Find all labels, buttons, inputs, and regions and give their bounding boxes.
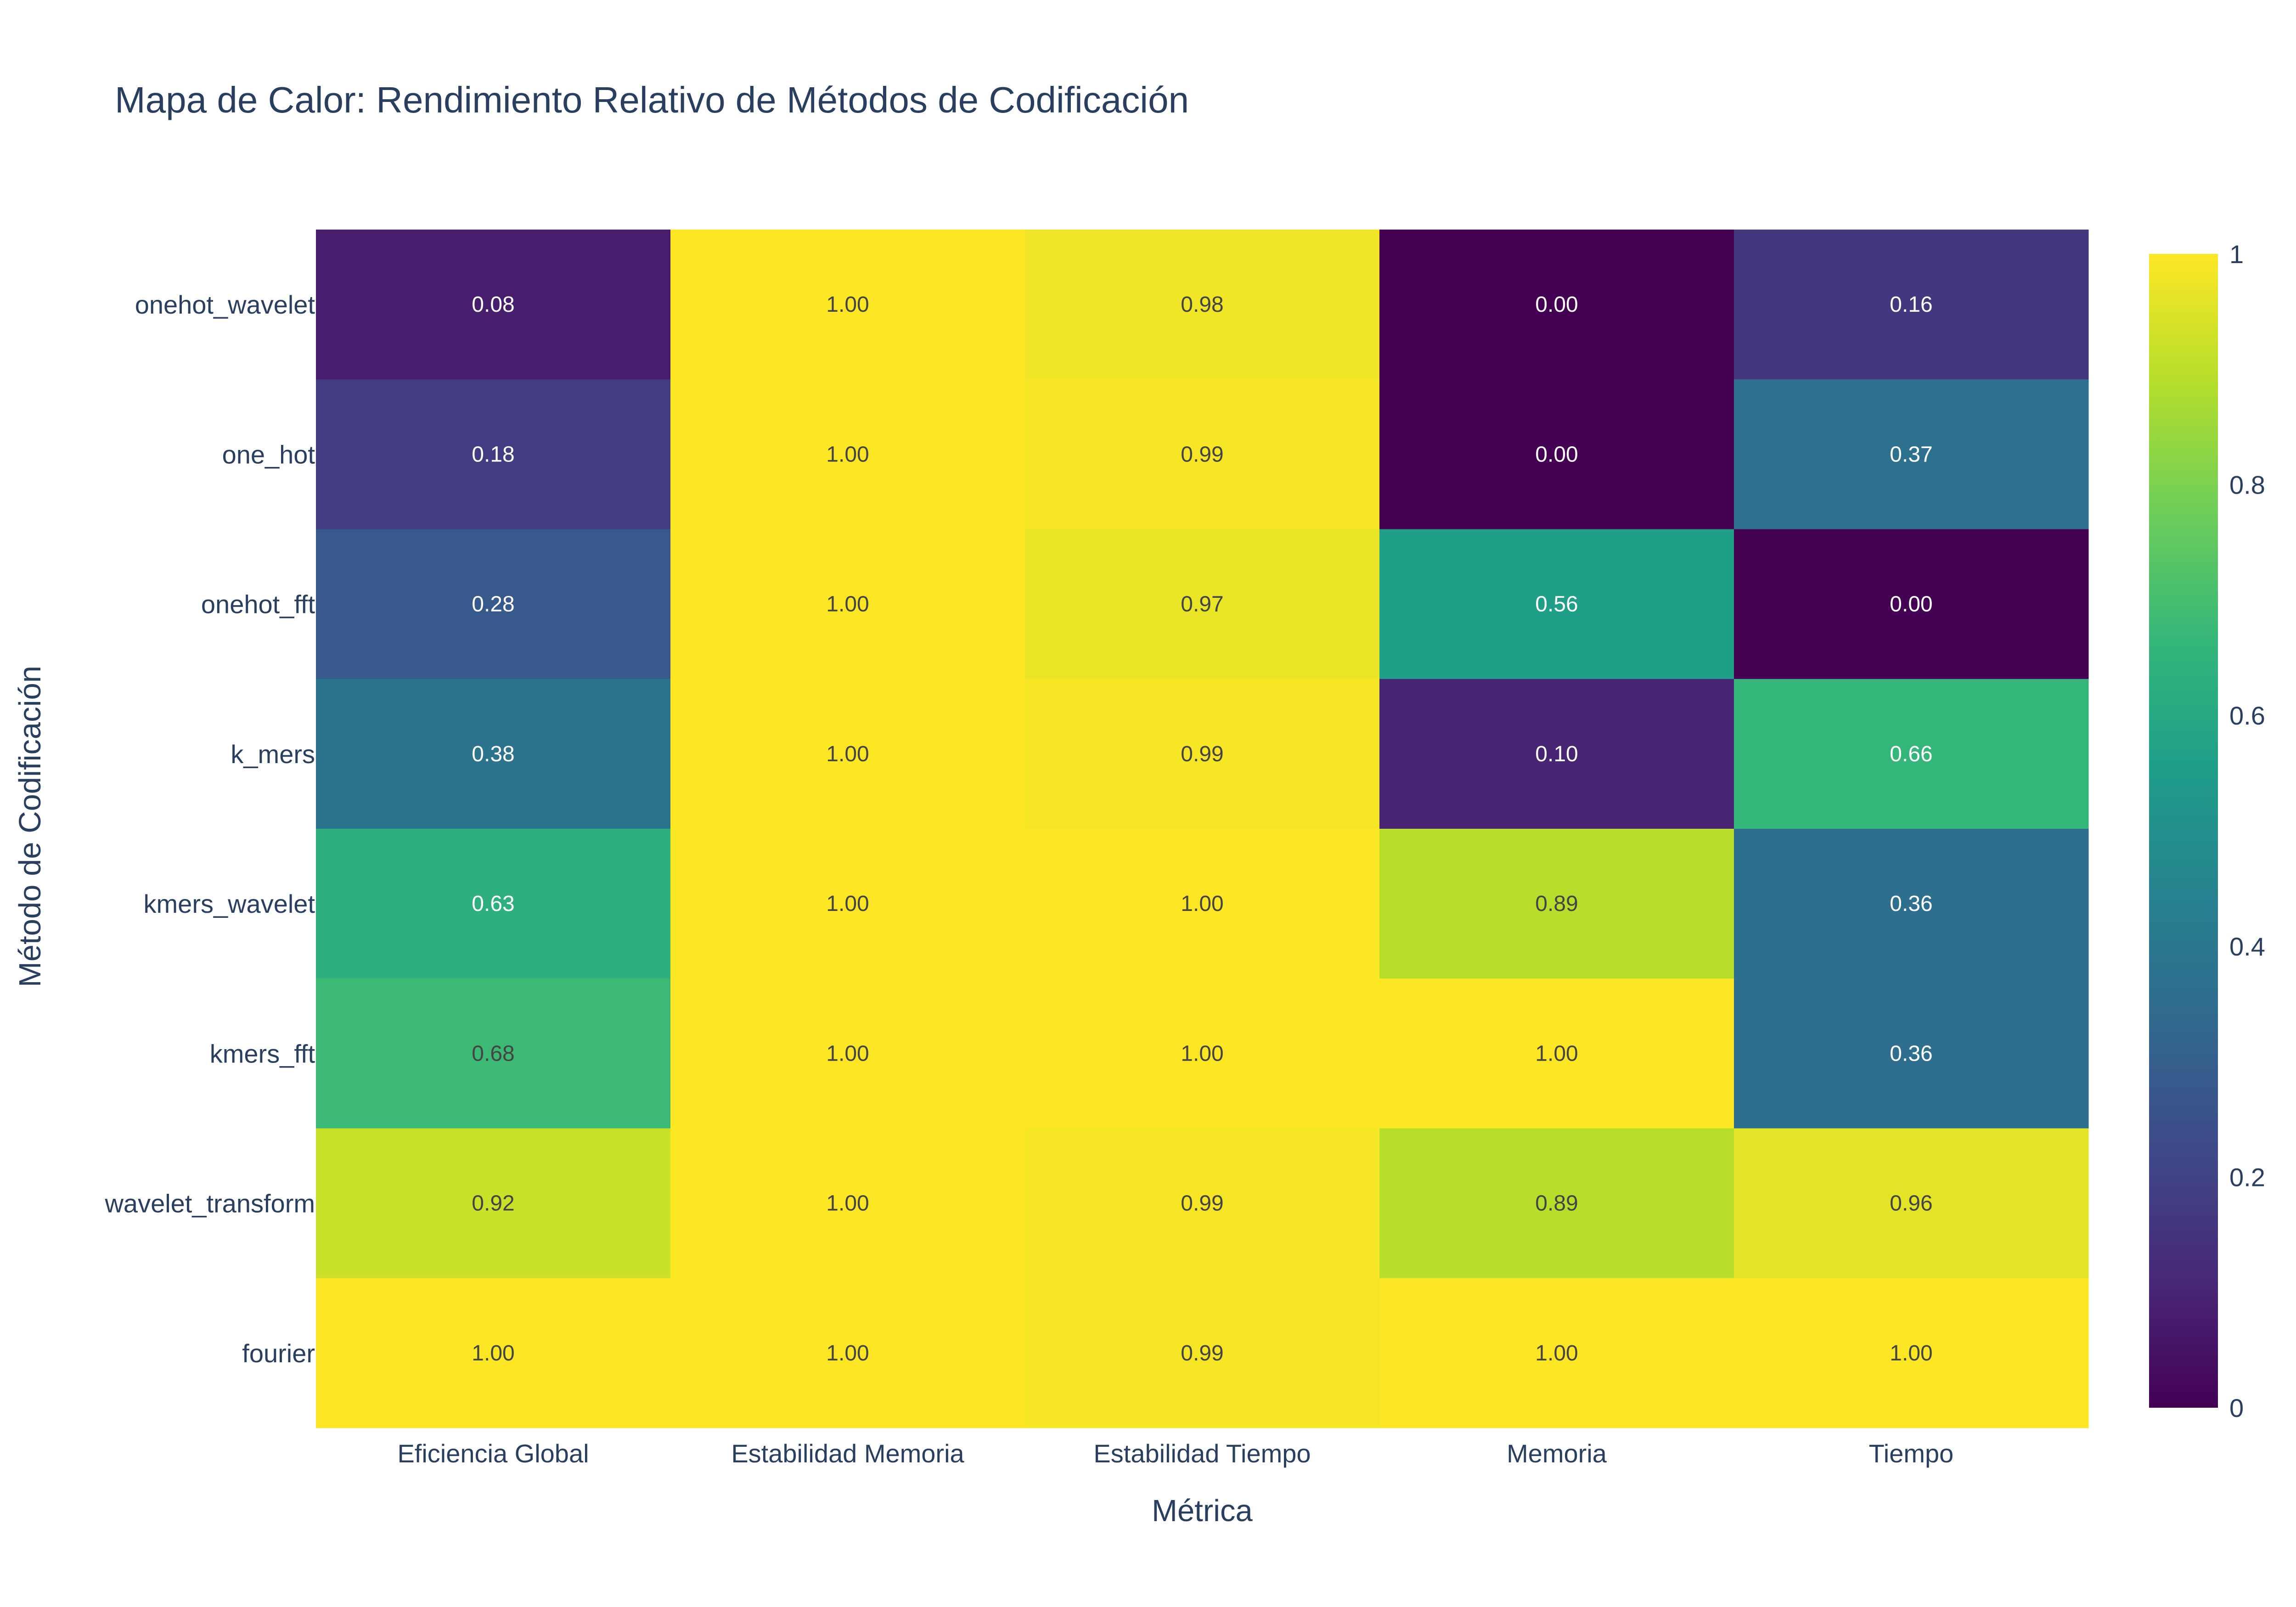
cell-value-label: 0.16: [1890, 292, 1932, 317]
heatmap-cells: [316, 230, 2089, 1428]
cell-value-label: 0.36: [1890, 892, 1932, 916]
y-tick-label: onehot_fft: [201, 590, 315, 619]
cell-value-label: 0.99: [1181, 1341, 1223, 1365]
cell-value-label: 0.36: [1890, 1041, 1932, 1066]
cell-value-label: 0.99: [1181, 742, 1223, 766]
cell-value-label: 1.00: [826, 442, 869, 466]
cell-value-label: 0.18: [472, 442, 514, 466]
cell-value-label: 0.89: [1535, 1191, 1578, 1216]
cell-value-label: 1.00: [826, 892, 869, 916]
x-tick-label: Memoria: [1507, 1439, 1607, 1468]
x-tick-label: Estabilidad Tiempo: [1093, 1439, 1311, 1468]
y-tick-label: kmers_wavelet: [144, 889, 315, 918]
cell-value-label: 1.00: [826, 292, 869, 317]
cell-value-label: 0.00: [1535, 442, 1578, 466]
cell-value-label: 1.00: [1181, 1041, 1223, 1066]
y-tick-label: one_hot: [222, 440, 315, 469]
y-tick-label: wavelet_transform: [104, 1189, 315, 1218]
cell-value-label: 1.00: [1181, 892, 1223, 916]
cell-value-label: 0.96: [1890, 1191, 1932, 1216]
chart-title: Mapa de Calor: Rendimiento Relativo de M…: [115, 79, 1189, 120]
cell-value-label: 1.00: [826, 1041, 869, 1066]
colorbar-tick-label: 0.4: [2229, 932, 2265, 961]
cell-value-label: 0.38: [472, 742, 514, 766]
cell-value-label: 0.99: [1181, 1191, 1223, 1216]
colorbar-tick-label: 0.6: [2229, 701, 2265, 730]
colorbar: [2149, 254, 2218, 1408]
cell-value-label: 0.66: [1890, 742, 1932, 766]
cell-value-label: 0.98: [1181, 292, 1223, 317]
cell-value-label: 1.00: [826, 1341, 869, 1365]
x-tick-label: Tiempo: [1869, 1439, 1954, 1468]
cell-value-label: 0.10: [1535, 742, 1578, 766]
cell-value-label: 1.00: [472, 1341, 514, 1365]
colorbar-tick-label: 0.8: [2229, 471, 2265, 500]
cell-value-label: 0.37: [1890, 442, 1932, 466]
x-tick-label: Estabilidad Memoria: [731, 1439, 964, 1468]
cell-value-label: 0.89: [1535, 892, 1578, 916]
cell-value-label: 0.00: [1535, 292, 1578, 317]
y-tick-label: kmers_fft: [210, 1039, 315, 1068]
colorbar-tick-label: 0: [2229, 1393, 2244, 1422]
cell-value-label: 0.08: [472, 292, 514, 317]
y-axis-title: Método de Codificación: [13, 666, 47, 987]
x-axis-title: Métrica: [1152, 1494, 1253, 1528]
y-tick-label: onehot_wavelet: [135, 290, 315, 319]
cell-value-label: 1.00: [826, 1191, 869, 1216]
cell-value-label: 0.99: [1181, 442, 1223, 466]
cell-value-label: 1.00: [826, 742, 869, 766]
cell-value-label: 0.92: [472, 1191, 514, 1216]
colorbar-tick-label: 0.2: [2229, 1163, 2265, 1191]
y-tick-label: k_mers: [231, 740, 315, 769]
cell-value-label: 0.63: [472, 892, 514, 916]
y-tick-label: fourier: [242, 1339, 315, 1368]
cell-value-label: 0.56: [1535, 592, 1578, 617]
cell-value-label: 1.00: [1535, 1041, 1578, 1066]
x-tick-label: Eficiencia Global: [397, 1439, 589, 1468]
cell-value-label: 0.97: [1181, 592, 1223, 617]
cell-value-label: 0.00: [1890, 592, 1932, 617]
cell-value-label: 0.28: [472, 592, 514, 617]
cell-value-label: 1.00: [826, 592, 869, 617]
colorbar-tick-label: 1: [2229, 240, 2244, 269]
cell-value-label: 1.00: [1535, 1341, 1578, 1365]
cell-value-label: 1.00: [1890, 1341, 1932, 1365]
cell-value-label: 0.68: [472, 1041, 514, 1066]
